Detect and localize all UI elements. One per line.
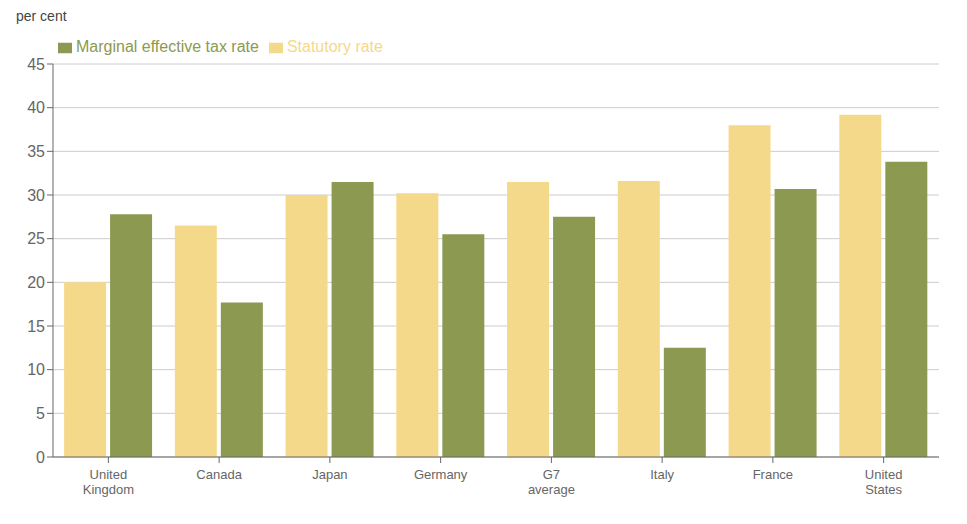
svg-text:45: 45 bbox=[27, 56, 45, 73]
svg-text:France: France bbox=[753, 467, 793, 482]
svg-text:G7average: G7average bbox=[528, 467, 575, 497]
svg-text:Japan: Japan bbox=[312, 467, 347, 482]
svg-text:15: 15 bbox=[27, 318, 45, 335]
svg-text:0: 0 bbox=[36, 449, 45, 466]
svg-text:25: 25 bbox=[27, 230, 45, 247]
svg-text:35: 35 bbox=[27, 143, 45, 160]
html-text:Statutory rate: Statutory rate bbox=[286, 38, 383, 55]
svg-text:Germany: Germany bbox=[414, 467, 468, 482]
svg-text:UnitedKingdom: UnitedKingdom bbox=[83, 467, 134, 497]
svg-text:Canada: Canada bbox=[196, 467, 242, 482]
svg-text:10: 10 bbox=[27, 361, 45, 378]
svg-text:30: 30 bbox=[27, 187, 45, 204]
html-text:Marginal effective tax rate: Marginal effective tax rate bbox=[76, 38, 259, 55]
svg-text:Italy: Italy bbox=[650, 467, 674, 482]
svg-text:40: 40 bbox=[27, 99, 45, 116]
svg-text:UnitedStates: UnitedStates bbox=[865, 467, 903, 497]
svg-text:20: 20 bbox=[27, 274, 45, 291]
html-text:per cent: per cent bbox=[16, 8, 67, 24]
svg-text:5: 5 bbox=[36, 405, 45, 422]
